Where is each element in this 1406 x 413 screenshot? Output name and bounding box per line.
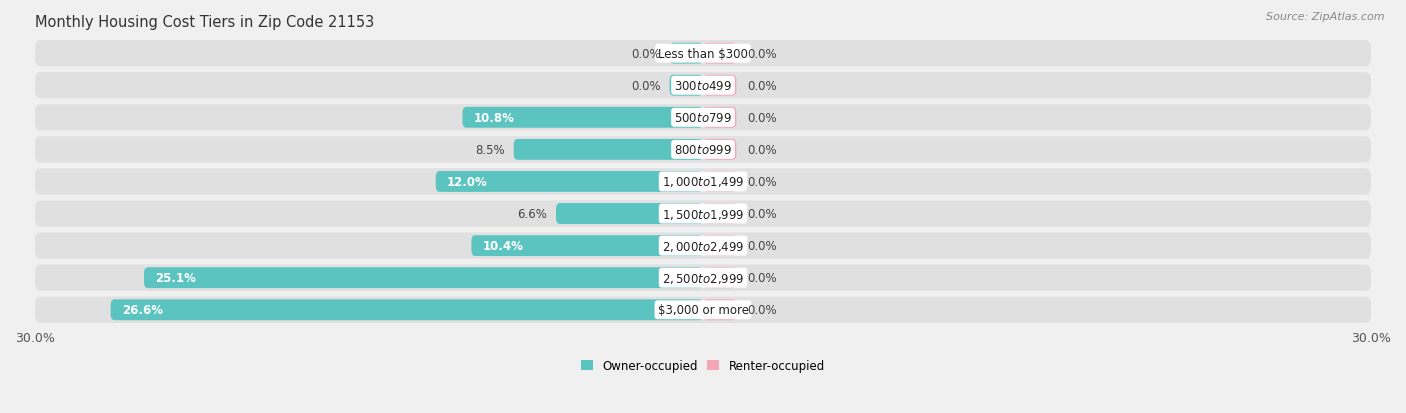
Text: $800 to $999: $800 to $999 xyxy=(673,144,733,157)
Text: 0.0%: 0.0% xyxy=(748,47,778,60)
FancyBboxPatch shape xyxy=(703,204,737,224)
FancyBboxPatch shape xyxy=(35,201,1371,227)
FancyBboxPatch shape xyxy=(35,41,1371,67)
Text: 0.0%: 0.0% xyxy=(748,208,778,221)
FancyBboxPatch shape xyxy=(111,300,703,320)
Text: $2,000 to $2,499: $2,000 to $2,499 xyxy=(662,239,744,253)
Text: 10.8%: 10.8% xyxy=(474,112,515,124)
FancyBboxPatch shape xyxy=(463,108,703,128)
FancyBboxPatch shape xyxy=(669,44,703,64)
Text: Monthly Housing Cost Tiers in Zip Code 21153: Monthly Housing Cost Tiers in Zip Code 2… xyxy=(35,15,374,30)
FancyBboxPatch shape xyxy=(35,73,1371,99)
FancyBboxPatch shape xyxy=(703,140,737,160)
FancyBboxPatch shape xyxy=(703,108,737,128)
FancyBboxPatch shape xyxy=(703,76,737,96)
FancyBboxPatch shape xyxy=(513,140,703,160)
FancyBboxPatch shape xyxy=(703,44,737,64)
Text: 0.0%: 0.0% xyxy=(631,47,661,60)
Text: Source: ZipAtlas.com: Source: ZipAtlas.com xyxy=(1267,12,1385,22)
Text: 25.1%: 25.1% xyxy=(155,271,195,285)
Text: 6.6%: 6.6% xyxy=(517,208,547,221)
Text: $1,500 to $1,999: $1,500 to $1,999 xyxy=(662,207,744,221)
FancyBboxPatch shape xyxy=(471,236,703,256)
Text: Less than $300: Less than $300 xyxy=(658,47,748,60)
FancyBboxPatch shape xyxy=(35,265,1371,291)
Text: 0.0%: 0.0% xyxy=(748,80,778,93)
FancyBboxPatch shape xyxy=(35,297,1371,323)
FancyBboxPatch shape xyxy=(555,204,703,224)
FancyBboxPatch shape xyxy=(669,76,703,96)
Text: 12.0%: 12.0% xyxy=(447,176,488,188)
Text: $2,500 to $2,999: $2,500 to $2,999 xyxy=(662,271,744,285)
Text: $500 to $799: $500 to $799 xyxy=(673,112,733,124)
FancyBboxPatch shape xyxy=(436,172,703,192)
FancyBboxPatch shape xyxy=(703,236,737,256)
Text: $3,000 or more: $3,000 or more xyxy=(658,304,748,316)
Text: 0.0%: 0.0% xyxy=(748,176,778,188)
FancyBboxPatch shape xyxy=(703,172,737,192)
FancyBboxPatch shape xyxy=(703,300,737,320)
FancyBboxPatch shape xyxy=(35,105,1371,131)
FancyBboxPatch shape xyxy=(143,268,703,288)
FancyBboxPatch shape xyxy=(35,169,1371,195)
Text: $1,000 to $1,499: $1,000 to $1,499 xyxy=(662,175,744,189)
Text: 26.6%: 26.6% xyxy=(122,304,163,316)
Text: $300 to $499: $300 to $499 xyxy=(673,80,733,93)
Text: 10.4%: 10.4% xyxy=(482,240,523,252)
Text: 0.0%: 0.0% xyxy=(631,80,661,93)
Legend: Owner-occupied, Renter-occupied: Owner-occupied, Renter-occupied xyxy=(581,359,825,372)
Text: 0.0%: 0.0% xyxy=(748,240,778,252)
FancyBboxPatch shape xyxy=(35,137,1371,163)
Text: 0.0%: 0.0% xyxy=(748,304,778,316)
Text: 0.0%: 0.0% xyxy=(748,112,778,124)
Text: 8.5%: 8.5% xyxy=(475,144,505,157)
FancyBboxPatch shape xyxy=(703,268,737,288)
Text: 0.0%: 0.0% xyxy=(748,271,778,285)
FancyBboxPatch shape xyxy=(35,233,1371,259)
Text: 0.0%: 0.0% xyxy=(748,144,778,157)
